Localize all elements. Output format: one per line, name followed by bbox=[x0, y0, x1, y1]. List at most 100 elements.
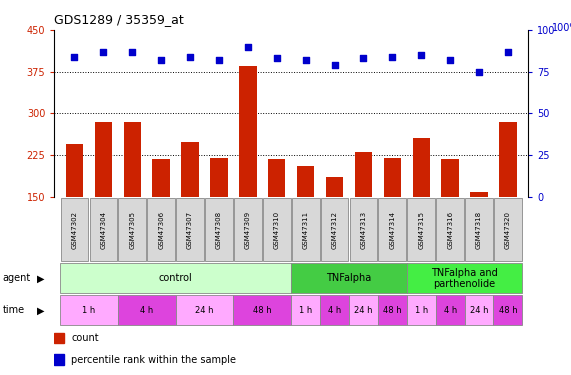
Text: time: time bbox=[3, 305, 25, 315]
Point bbox=[70, 54, 79, 60]
Bar bbox=[95, 122, 112, 197]
Text: ▶: ▶ bbox=[37, 273, 45, 284]
Text: GSM47312: GSM47312 bbox=[332, 211, 337, 249]
Bar bbox=[152, 159, 170, 197]
Text: 1 h: 1 h bbox=[299, 306, 312, 315]
Bar bbox=[182, 142, 199, 197]
Text: control: control bbox=[159, 273, 192, 284]
Text: GSM47306: GSM47306 bbox=[158, 211, 164, 249]
Point bbox=[330, 62, 339, 68]
Point bbox=[186, 54, 195, 60]
FancyBboxPatch shape bbox=[349, 198, 377, 261]
FancyBboxPatch shape bbox=[465, 296, 493, 325]
Text: TNFalpha and
parthenolide: TNFalpha and parthenolide bbox=[431, 268, 498, 289]
Point bbox=[417, 52, 426, 58]
FancyBboxPatch shape bbox=[349, 296, 378, 325]
FancyBboxPatch shape bbox=[234, 198, 262, 261]
Point bbox=[301, 57, 310, 63]
FancyBboxPatch shape bbox=[493, 296, 522, 325]
Text: 4 h: 4 h bbox=[328, 306, 341, 315]
FancyBboxPatch shape bbox=[205, 198, 233, 261]
Text: 24 h: 24 h bbox=[354, 306, 373, 315]
FancyBboxPatch shape bbox=[176, 296, 234, 325]
FancyBboxPatch shape bbox=[263, 198, 291, 261]
Text: 1 h: 1 h bbox=[82, 306, 95, 315]
Bar bbox=[326, 177, 343, 197]
Bar bbox=[54, 354, 64, 364]
Bar bbox=[268, 159, 286, 197]
FancyBboxPatch shape bbox=[407, 198, 435, 261]
Bar bbox=[297, 166, 314, 197]
Bar bbox=[210, 158, 228, 197]
Text: GSM47311: GSM47311 bbox=[303, 211, 309, 249]
Text: GSM47314: GSM47314 bbox=[389, 211, 395, 249]
Point bbox=[388, 54, 397, 60]
Bar bbox=[441, 159, 459, 197]
Text: 4 h: 4 h bbox=[140, 306, 154, 315]
Point bbox=[128, 49, 137, 55]
Text: GSM47318: GSM47318 bbox=[476, 211, 482, 249]
Point bbox=[272, 56, 282, 62]
Text: 24 h: 24 h bbox=[195, 306, 214, 315]
Text: 4 h: 4 h bbox=[444, 306, 457, 315]
FancyBboxPatch shape bbox=[60, 296, 118, 325]
Point bbox=[243, 44, 252, 50]
Y-axis label: 100%: 100% bbox=[552, 23, 571, 33]
Point bbox=[214, 57, 223, 63]
Text: GSM47310: GSM47310 bbox=[274, 211, 280, 249]
Text: GSM47316: GSM47316 bbox=[447, 211, 453, 249]
Bar bbox=[499, 122, 517, 197]
Point bbox=[359, 56, 368, 62]
Bar bbox=[54, 333, 64, 343]
Text: GSM47308: GSM47308 bbox=[216, 211, 222, 249]
FancyBboxPatch shape bbox=[320, 296, 349, 325]
Text: 48 h: 48 h bbox=[253, 306, 272, 315]
Bar bbox=[471, 192, 488, 197]
FancyBboxPatch shape bbox=[378, 296, 407, 325]
FancyBboxPatch shape bbox=[494, 198, 522, 261]
Text: GSM47313: GSM47313 bbox=[360, 211, 367, 249]
FancyBboxPatch shape bbox=[118, 296, 176, 325]
Text: GSM47305: GSM47305 bbox=[129, 211, 135, 249]
FancyBboxPatch shape bbox=[118, 198, 146, 261]
Text: 24 h: 24 h bbox=[470, 306, 488, 315]
FancyBboxPatch shape bbox=[60, 264, 291, 293]
Bar bbox=[123, 122, 141, 197]
Bar bbox=[384, 158, 401, 197]
Bar bbox=[355, 152, 372, 197]
Text: count: count bbox=[71, 333, 99, 343]
Text: TNFalpha: TNFalpha bbox=[327, 273, 372, 284]
FancyBboxPatch shape bbox=[61, 198, 89, 261]
Bar bbox=[413, 138, 430, 197]
Text: GDS1289 / 35359_at: GDS1289 / 35359_at bbox=[54, 13, 184, 26]
Text: GSM47320: GSM47320 bbox=[505, 211, 511, 249]
FancyBboxPatch shape bbox=[291, 296, 320, 325]
Text: 48 h: 48 h bbox=[383, 306, 401, 315]
Text: agent: agent bbox=[3, 273, 31, 284]
FancyBboxPatch shape bbox=[90, 198, 117, 261]
Text: GSM47309: GSM47309 bbox=[245, 211, 251, 249]
Text: GSM47315: GSM47315 bbox=[418, 211, 424, 249]
Point bbox=[445, 57, 455, 63]
Point bbox=[475, 69, 484, 75]
Point bbox=[156, 57, 166, 63]
FancyBboxPatch shape bbox=[176, 198, 204, 261]
Text: GSM47307: GSM47307 bbox=[187, 211, 193, 249]
FancyBboxPatch shape bbox=[291, 264, 407, 293]
FancyBboxPatch shape bbox=[407, 264, 522, 293]
FancyBboxPatch shape bbox=[436, 296, 465, 325]
FancyBboxPatch shape bbox=[234, 296, 291, 325]
Point bbox=[99, 49, 108, 55]
Text: 1 h: 1 h bbox=[415, 306, 428, 315]
Text: percentile rank within the sample: percentile rank within the sample bbox=[71, 354, 236, 364]
FancyBboxPatch shape bbox=[321, 198, 348, 261]
Text: 48 h: 48 h bbox=[498, 306, 517, 315]
FancyBboxPatch shape bbox=[465, 198, 493, 261]
Text: GSM47304: GSM47304 bbox=[100, 211, 106, 249]
FancyBboxPatch shape bbox=[379, 198, 406, 261]
Bar bbox=[66, 144, 83, 197]
Text: GSM47302: GSM47302 bbox=[71, 211, 78, 249]
FancyBboxPatch shape bbox=[436, 198, 464, 261]
Point bbox=[504, 49, 513, 55]
FancyBboxPatch shape bbox=[407, 296, 436, 325]
